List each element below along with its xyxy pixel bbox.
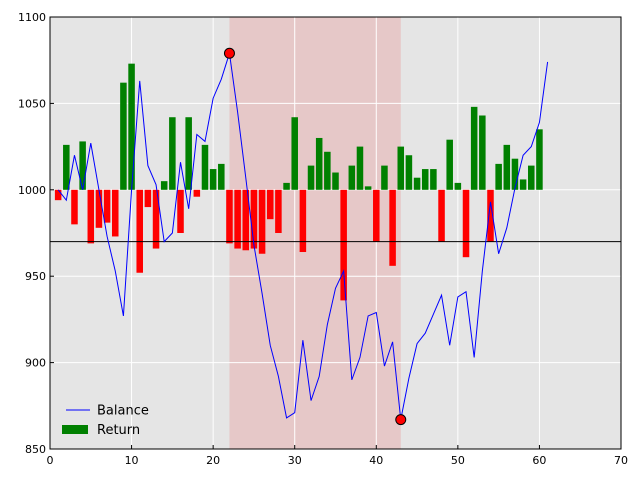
return-bar xyxy=(470,106,478,190)
return-bar xyxy=(315,137,323,190)
return-bar xyxy=(291,117,298,190)
y-tick-label: 1100 xyxy=(18,11,46,24)
return-bar xyxy=(454,182,462,190)
return-bar xyxy=(160,181,168,190)
return-bar xyxy=(275,189,282,233)
return-bar xyxy=(258,189,266,254)
extreme-markers xyxy=(223,47,407,426)
return-bar xyxy=(495,163,502,190)
return-bar xyxy=(373,189,380,242)
return-bar xyxy=(193,189,201,197)
return-bar xyxy=(144,189,152,208)
return-bar xyxy=(250,189,258,249)
return-bar xyxy=(201,144,209,190)
return-bar xyxy=(364,186,372,190)
x-tick-label: 60 xyxy=(532,454,546,467)
return-bar xyxy=(226,189,233,244)
return-bar xyxy=(324,151,331,190)
return-bar xyxy=(389,189,396,266)
return-bar xyxy=(266,189,274,220)
return-bar xyxy=(430,169,437,190)
return-bar xyxy=(348,165,356,190)
return-bar xyxy=(413,177,421,190)
legend: Balance Return xyxy=(62,404,149,438)
return-bar xyxy=(177,189,184,233)
plot-frame xyxy=(49,16,622,450)
return-bar xyxy=(446,139,453,190)
return-bar xyxy=(536,129,543,190)
return-bar xyxy=(332,172,339,190)
return-bar xyxy=(103,189,111,223)
return-bars xyxy=(54,63,543,301)
return-bar xyxy=(528,165,535,190)
return-bar xyxy=(405,155,413,190)
y-tick-label: 900 xyxy=(25,357,46,370)
return-bar xyxy=(519,179,527,190)
return-bar xyxy=(128,63,135,190)
axes: 0 10 20 30 40 50 60 70 850 900 950 1000 1050 1100 xyxy=(18,11,628,467)
return-bar xyxy=(209,169,217,190)
return-bar xyxy=(421,169,429,190)
legend-balance-label: Balance xyxy=(97,404,149,419)
legend-return-swatch xyxy=(62,425,88,434)
highlight-span xyxy=(229,17,401,449)
return-bar xyxy=(234,189,241,249)
extreme-point-marker xyxy=(395,414,407,426)
y-tick-label: 950 xyxy=(25,270,46,283)
return-bar xyxy=(462,189,470,258)
y-tick-label: 850 xyxy=(25,443,46,456)
return-bar xyxy=(169,117,176,190)
return-bar xyxy=(71,189,78,225)
x-tick-label: 40 xyxy=(369,454,383,467)
y-tick-label: 1050 xyxy=(18,97,46,110)
return-bar xyxy=(479,115,486,190)
return-bar xyxy=(511,158,519,190)
return-bar xyxy=(242,189,250,251)
return-bar xyxy=(397,146,405,190)
return-bar xyxy=(152,189,160,249)
y-tick-label: 1000 xyxy=(18,184,46,197)
return-bar xyxy=(63,144,70,190)
return-bar xyxy=(111,189,119,237)
return-bar xyxy=(185,117,192,190)
return-bar xyxy=(283,182,290,190)
return-bar xyxy=(120,82,127,190)
return-bar xyxy=(503,144,511,190)
x-tick-label: 50 xyxy=(451,454,465,467)
balance-line xyxy=(57,53,549,420)
plot-area xyxy=(50,17,621,449)
x-tick-label: 70 xyxy=(614,454,628,467)
return-bar xyxy=(87,189,95,244)
return-bar xyxy=(307,165,315,190)
return-bar xyxy=(79,141,86,190)
return-bar xyxy=(487,189,494,242)
return-bar xyxy=(356,146,364,190)
return-bar xyxy=(218,163,225,190)
return-bar xyxy=(54,189,62,201)
x-tick-label: 20 xyxy=(206,454,220,467)
x-tick-label: 10 xyxy=(125,454,139,467)
return-bar xyxy=(299,189,307,253)
return-bar xyxy=(136,189,143,273)
return-bar xyxy=(381,165,388,190)
return-bar xyxy=(340,189,347,301)
legend-return-label: Return xyxy=(97,423,140,438)
extreme-point-marker xyxy=(223,47,235,59)
x-tick-label: 30 xyxy=(288,454,302,467)
x-tick-label: 0 xyxy=(47,454,54,467)
return-bar xyxy=(438,189,445,242)
return-bar xyxy=(95,189,103,228)
